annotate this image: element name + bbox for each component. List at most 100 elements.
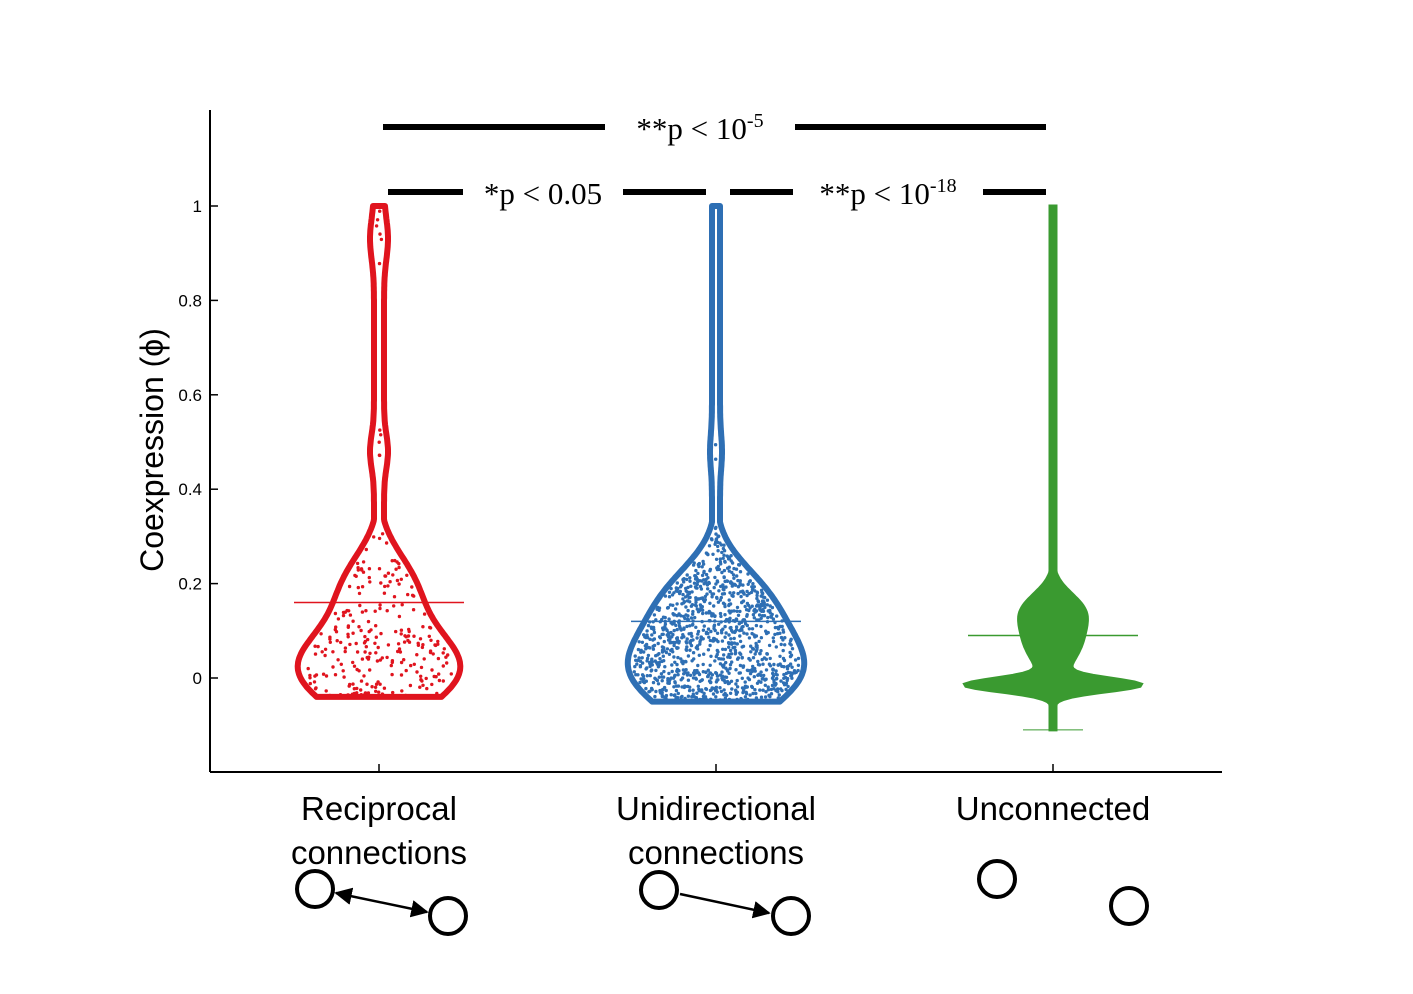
data-point [408,683,413,688]
data-point [740,656,744,660]
data-point [392,604,396,608]
data-point [751,656,756,660]
data-point [723,624,727,629]
data-point [770,683,775,688]
data-point [707,544,712,548]
data-point [390,559,394,563]
data-point [764,631,769,636]
data-point [764,690,768,694]
data-point [674,589,678,593]
data-point [412,594,416,598]
data-point [352,664,357,668]
data-point [662,669,666,674]
data-point [383,584,387,589]
data-point [639,650,643,654]
data-point [686,694,691,698]
data-point [377,440,381,444]
data-point [672,591,676,595]
data-point [382,591,387,595]
data-point [757,663,762,667]
data-point [763,683,767,687]
data-point [392,595,397,599]
data-point [722,543,726,547]
data-point [730,642,734,646]
data-point [671,676,676,680]
data-point [324,689,328,693]
data-point [395,560,399,564]
data-point [386,584,390,588]
significance-label: *p < 0.05 [484,176,602,211]
data-point [750,646,755,651]
data-point [766,685,770,689]
data-point [691,563,696,567]
data-point [436,639,440,644]
data-point [375,659,380,663]
data-point [421,625,425,629]
data-point [763,695,768,699]
data-point [645,674,649,678]
data-point [700,689,704,694]
data-point [366,637,370,642]
data-point [442,647,446,651]
data-point [749,650,753,654]
data-point [776,627,781,631]
data-point [710,639,715,643]
violin-body [962,204,1144,732]
data-point [695,647,700,651]
data-point [778,654,782,658]
data-point [666,681,670,685]
violin-3 [962,204,1144,732]
data-point [441,651,445,655]
data-point [780,664,784,668]
data-point [713,575,717,580]
data-point [722,653,726,657]
data-point [712,623,717,627]
data-point [746,603,751,608]
data-point [656,641,660,646]
data-point [338,693,343,697]
data-point [731,573,736,577]
data-point [651,647,656,651]
data-point [697,653,701,657]
data-point [373,685,378,689]
data-point [779,679,783,683]
significance-label: **p < 10-5 [636,110,763,146]
data-point [763,595,767,600]
data-point [765,652,769,656]
data-point [719,689,724,694]
data-point [763,678,767,682]
data-point [766,615,770,620]
data-point [715,631,720,635]
data-point [374,689,378,693]
data-point [386,643,391,647]
data-point [689,584,693,588]
data-point [717,589,721,593]
data-point [308,676,312,680]
data-point [378,682,382,686]
data-point [347,584,352,589]
data-point [765,598,770,602]
data-point [698,579,702,583]
data-point [704,631,709,636]
data-point [702,570,706,575]
data-point [734,692,738,696]
data-point [670,647,674,652]
data-point [695,636,699,640]
data-point [636,647,641,652]
data-point [656,665,661,669]
data-point [730,609,734,613]
data-point [768,664,773,668]
data-point [331,650,335,654]
data-point [669,640,674,645]
violin-outline [624,203,808,705]
data-point [696,671,701,675]
data-point [445,661,449,665]
data-point [334,625,338,629]
data-point [642,650,646,654]
data-point [750,669,755,673]
data-point [767,693,771,697]
data-point [669,693,673,697]
data-point [796,663,801,667]
data-point [681,592,685,597]
data-point [755,593,759,598]
